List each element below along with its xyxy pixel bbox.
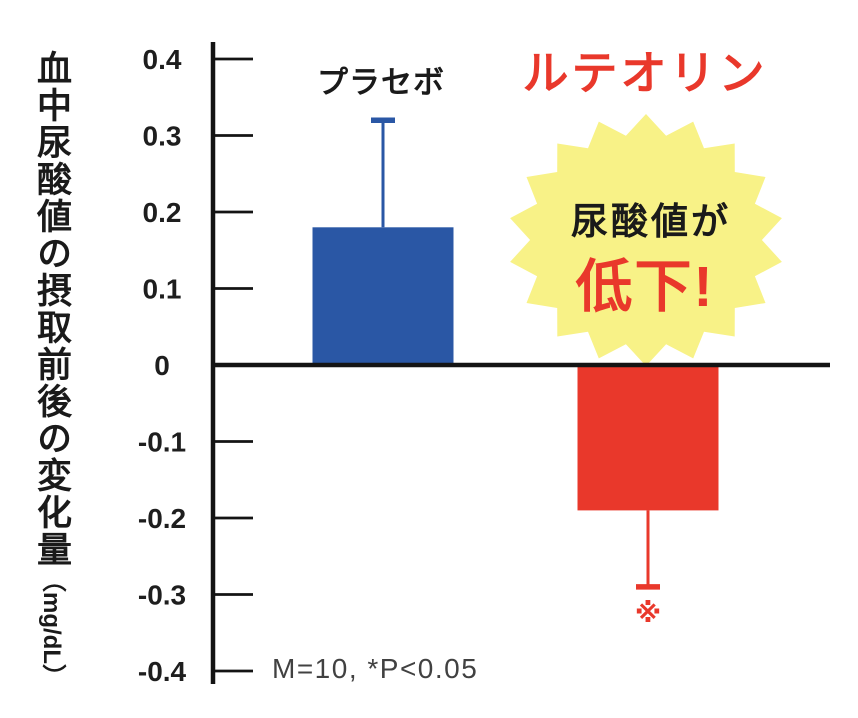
badge-text-line1: 尿酸値が	[571, 201, 731, 242]
y-tick-label: 0	[154, 350, 170, 381]
y-axis-unit-label: （mg/dL）	[38, 568, 65, 688]
category-label-placebo: プラセボ	[317, 65, 445, 100]
y-tick-label: 0.2	[143, 197, 182, 228]
y-axis: 0.4 0.3 0.2 0.1 0 -0.1 -0.2 -0.3 -0.4	[138, 42, 830, 687]
badge-starburst	[510, 114, 782, 366]
category-label-luteolin: ルテオリン	[523, 47, 768, 99]
bar-luteolin	[577, 365, 719, 511]
y-tick-label: -0.1	[138, 427, 186, 458]
y-tick-label: 0.4	[143, 44, 182, 75]
y-tick-label: 0.3	[143, 121, 182, 152]
stats-annotation: M=10, *P<0.05	[272, 653, 478, 684]
bars-group	[312, 117, 719, 590]
significance-marker: ※	[635, 598, 661, 628]
y-axis-title: 血中尿酸値の摂取前後の変化量（mg/dL）	[32, 50, 71, 688]
y-tick-label: -0.4	[138, 656, 187, 687]
badge-starburst-shape	[510, 114, 782, 366]
y-tick-label: -0.3	[138, 580, 186, 611]
bar-placebo	[312, 227, 454, 365]
y-tick-label: -0.2	[138, 503, 186, 534]
badge-text-line2: 低下!	[576, 255, 715, 319]
y-axis-title-text: 血中尿酸値の摂取前後の変化量	[32, 50, 71, 568]
y-tick-label: 0.1	[143, 274, 182, 305]
